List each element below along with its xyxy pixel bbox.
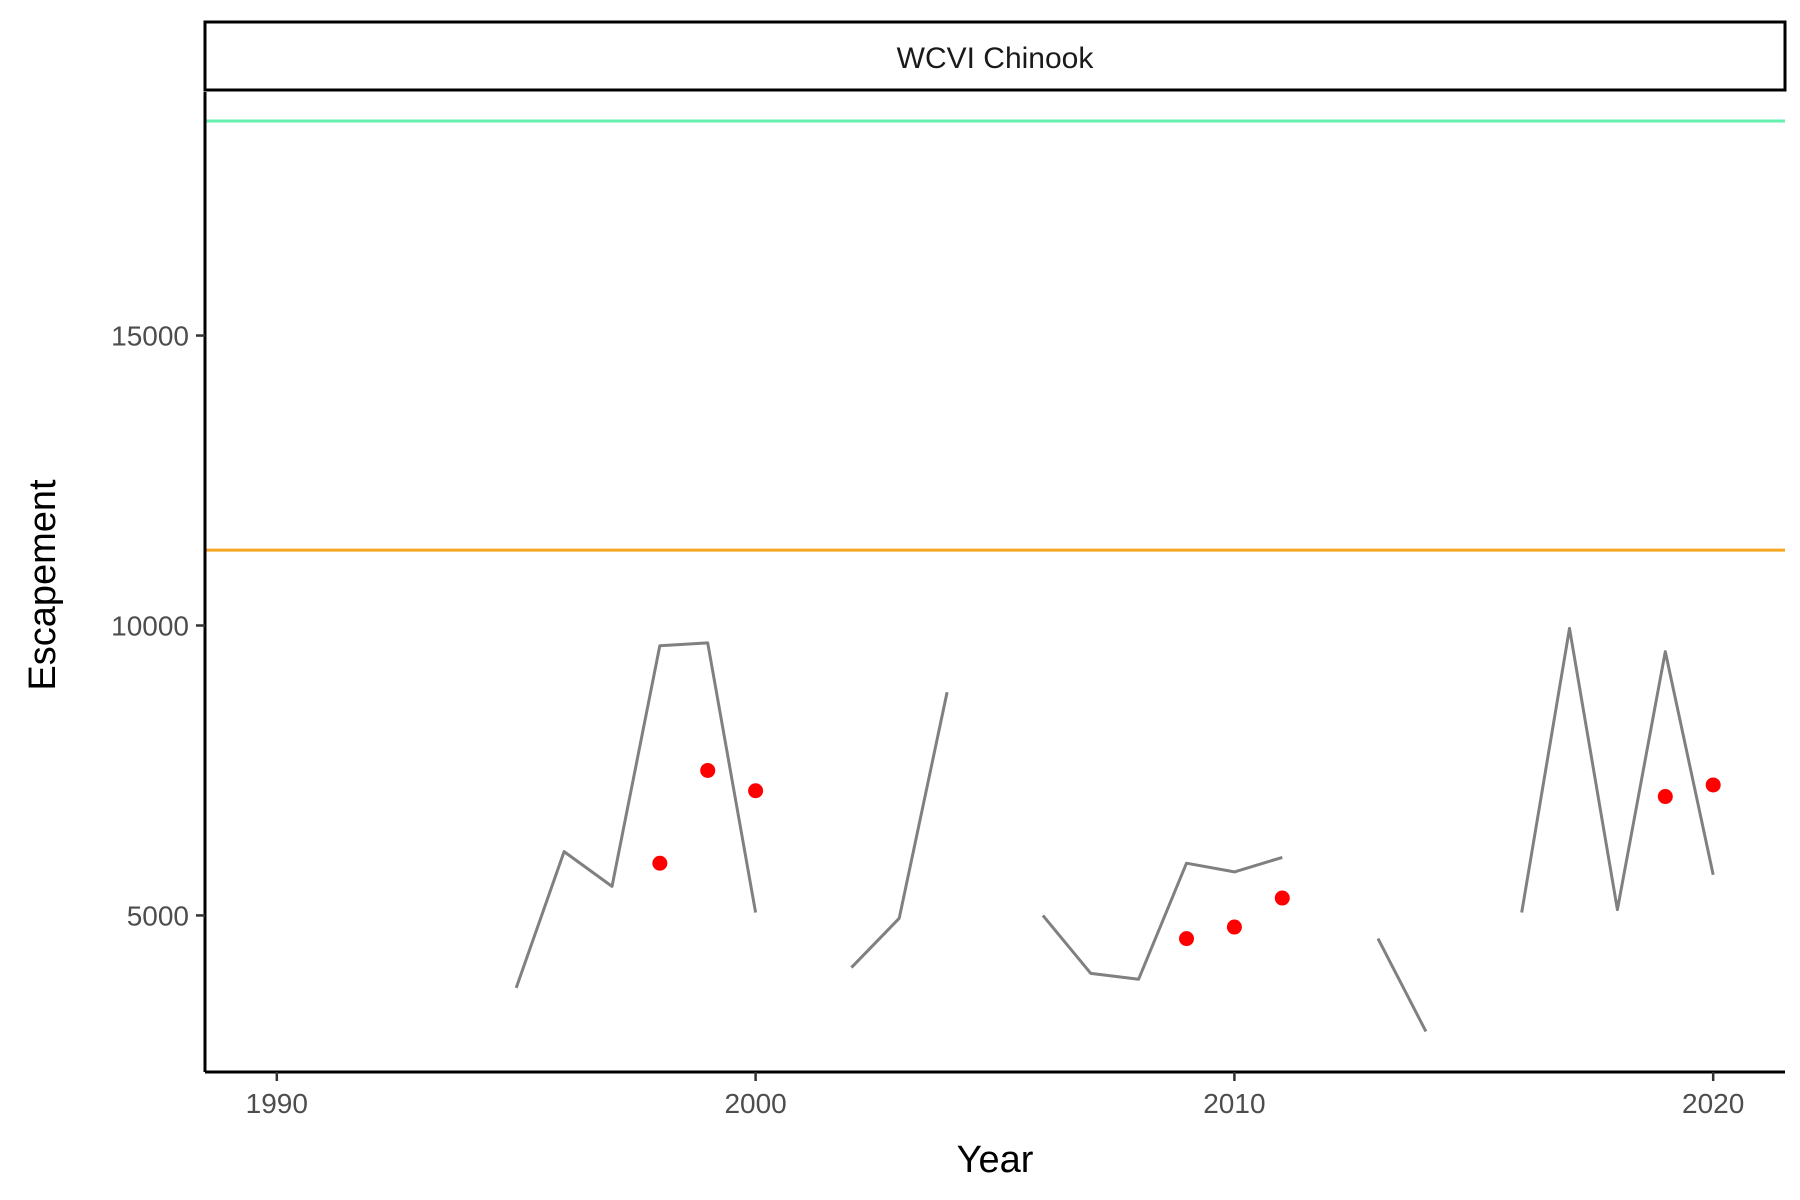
escapement-point-2019: [1657, 789, 1673, 805]
facet-strip-box: [203, 20, 1787, 92]
escapement-point-2000: [748, 783, 764, 799]
x-tick-label-1990: 1990: [246, 1088, 308, 1119]
facet-strip: WCVI Chinook: [203, 20, 1787, 92]
y-tick-label-15000: 15000: [111, 321, 189, 352]
reference-lines: [205, 119, 1785, 552]
escapement-line-segment-4: [1376, 937, 1428, 1033]
escapement-line-segment-2: [850, 691, 949, 969]
escapement-point-2010: [1226, 919, 1242, 935]
x-tick-label-2020: 2020: [1682, 1088, 1744, 1119]
series-points: [652, 762, 1721, 947]
x-tick-label-2000: 2000: [724, 1088, 786, 1119]
axes: 5000 10000 15000 1990 2000 2010 2020: [111, 92, 1785, 1119]
y-tick-label-5000: 5000: [127, 900, 189, 931]
escapement-line-segment-3: [1041, 855, 1283, 981]
escapement-line-segment-5: [1520, 626, 1715, 913]
escapement-point-1998: [652, 855, 668, 871]
escapement-line-segment-1: [514, 641, 758, 989]
facet-title: WCVI Chinook: [897, 42, 1095, 75]
escapement-point-2020: [1705, 777, 1721, 793]
series-lines: [514, 626, 1715, 1033]
escapement-point-1999: [700, 762, 716, 778]
x-axis-title: Year: [957, 1139, 1034, 1181]
y-tick-label-10000: 10000: [111, 610, 189, 641]
x-tick-label-2010: 2010: [1203, 1088, 1265, 1119]
escapement-point-2009: [1179, 931, 1195, 947]
y-axis-title: Escapement: [22, 479, 64, 691]
escapement-point-2011: [1274, 890, 1290, 906]
